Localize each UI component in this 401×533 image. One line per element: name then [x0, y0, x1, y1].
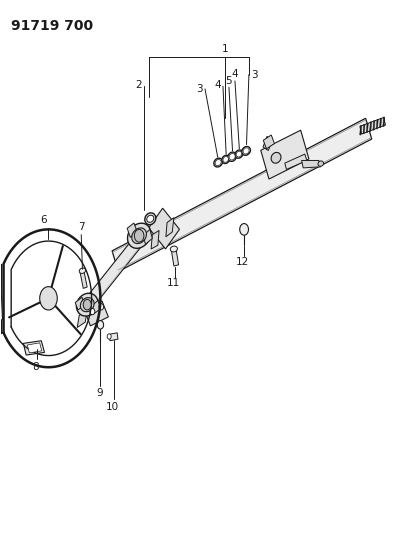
- Polygon shape: [77, 310, 87, 327]
- Polygon shape: [262, 136, 271, 150]
- Text: 91719 700: 91719 700: [11, 19, 93, 33]
- Polygon shape: [171, 250, 178, 266]
- Ellipse shape: [79, 268, 85, 273]
- Polygon shape: [375, 119, 377, 129]
- Polygon shape: [0, 277, 2, 322]
- Polygon shape: [301, 160, 320, 168]
- Ellipse shape: [221, 155, 229, 164]
- Polygon shape: [359, 125, 361, 135]
- Polygon shape: [359, 117, 385, 134]
- Circle shape: [40, 287, 57, 310]
- Text: 2: 2: [135, 79, 142, 90]
- Text: 4: 4: [214, 79, 221, 90]
- Polygon shape: [127, 223, 137, 237]
- Polygon shape: [80, 271, 87, 288]
- Ellipse shape: [76, 293, 98, 316]
- Text: 10: 10: [105, 402, 119, 411]
- Text: 12: 12: [236, 257, 249, 267]
- Polygon shape: [263, 135, 274, 149]
- Ellipse shape: [213, 158, 222, 167]
- Ellipse shape: [317, 161, 323, 166]
- Polygon shape: [91, 301, 100, 314]
- Polygon shape: [84, 301, 108, 326]
- Text: 8: 8: [32, 362, 38, 372]
- Text: 5: 5: [225, 76, 232, 86]
- Ellipse shape: [227, 152, 236, 161]
- Circle shape: [239, 223, 248, 235]
- Circle shape: [83, 300, 91, 310]
- Ellipse shape: [132, 228, 146, 244]
- Text: 4: 4: [231, 69, 238, 79]
- Polygon shape: [379, 118, 381, 128]
- Ellipse shape: [127, 223, 150, 248]
- Polygon shape: [260, 130, 308, 179]
- Polygon shape: [109, 333, 117, 341]
- Circle shape: [97, 320, 103, 329]
- Polygon shape: [75, 297, 84, 310]
- Text: 3: 3: [196, 84, 203, 94]
- Ellipse shape: [223, 157, 228, 162]
- Text: 9: 9: [96, 389, 102, 399]
- Text: 1: 1: [221, 44, 228, 54]
- Ellipse shape: [80, 297, 94, 312]
- Circle shape: [90, 309, 95, 315]
- Text: 6: 6: [41, 215, 47, 225]
- Circle shape: [107, 334, 111, 339]
- Polygon shape: [143, 229, 152, 244]
- Polygon shape: [148, 208, 179, 249]
- Ellipse shape: [144, 213, 156, 225]
- Polygon shape: [151, 230, 159, 249]
- Ellipse shape: [170, 246, 177, 252]
- Ellipse shape: [215, 159, 221, 166]
- Circle shape: [99, 304, 103, 310]
- Text: 11: 11: [167, 278, 180, 288]
- Text: 7: 7: [78, 222, 84, 232]
- Polygon shape: [112, 118, 371, 271]
- Ellipse shape: [146, 215, 154, 222]
- Ellipse shape: [235, 150, 242, 158]
- Polygon shape: [372, 120, 374, 130]
- Text: 3: 3: [250, 70, 257, 79]
- Ellipse shape: [270, 152, 280, 163]
- Polygon shape: [369, 122, 371, 132]
- Ellipse shape: [243, 148, 249, 154]
- Polygon shape: [23, 341, 45, 355]
- Polygon shape: [284, 154, 306, 169]
- Polygon shape: [27, 343, 42, 353]
- Polygon shape: [166, 217, 173, 237]
- Polygon shape: [382, 117, 384, 127]
- Polygon shape: [365, 123, 367, 133]
- Circle shape: [134, 229, 144, 242]
- Ellipse shape: [241, 147, 250, 155]
- Polygon shape: [87, 238, 140, 305]
- Ellipse shape: [236, 151, 241, 157]
- Ellipse shape: [229, 154, 235, 160]
- Polygon shape: [362, 124, 364, 134]
